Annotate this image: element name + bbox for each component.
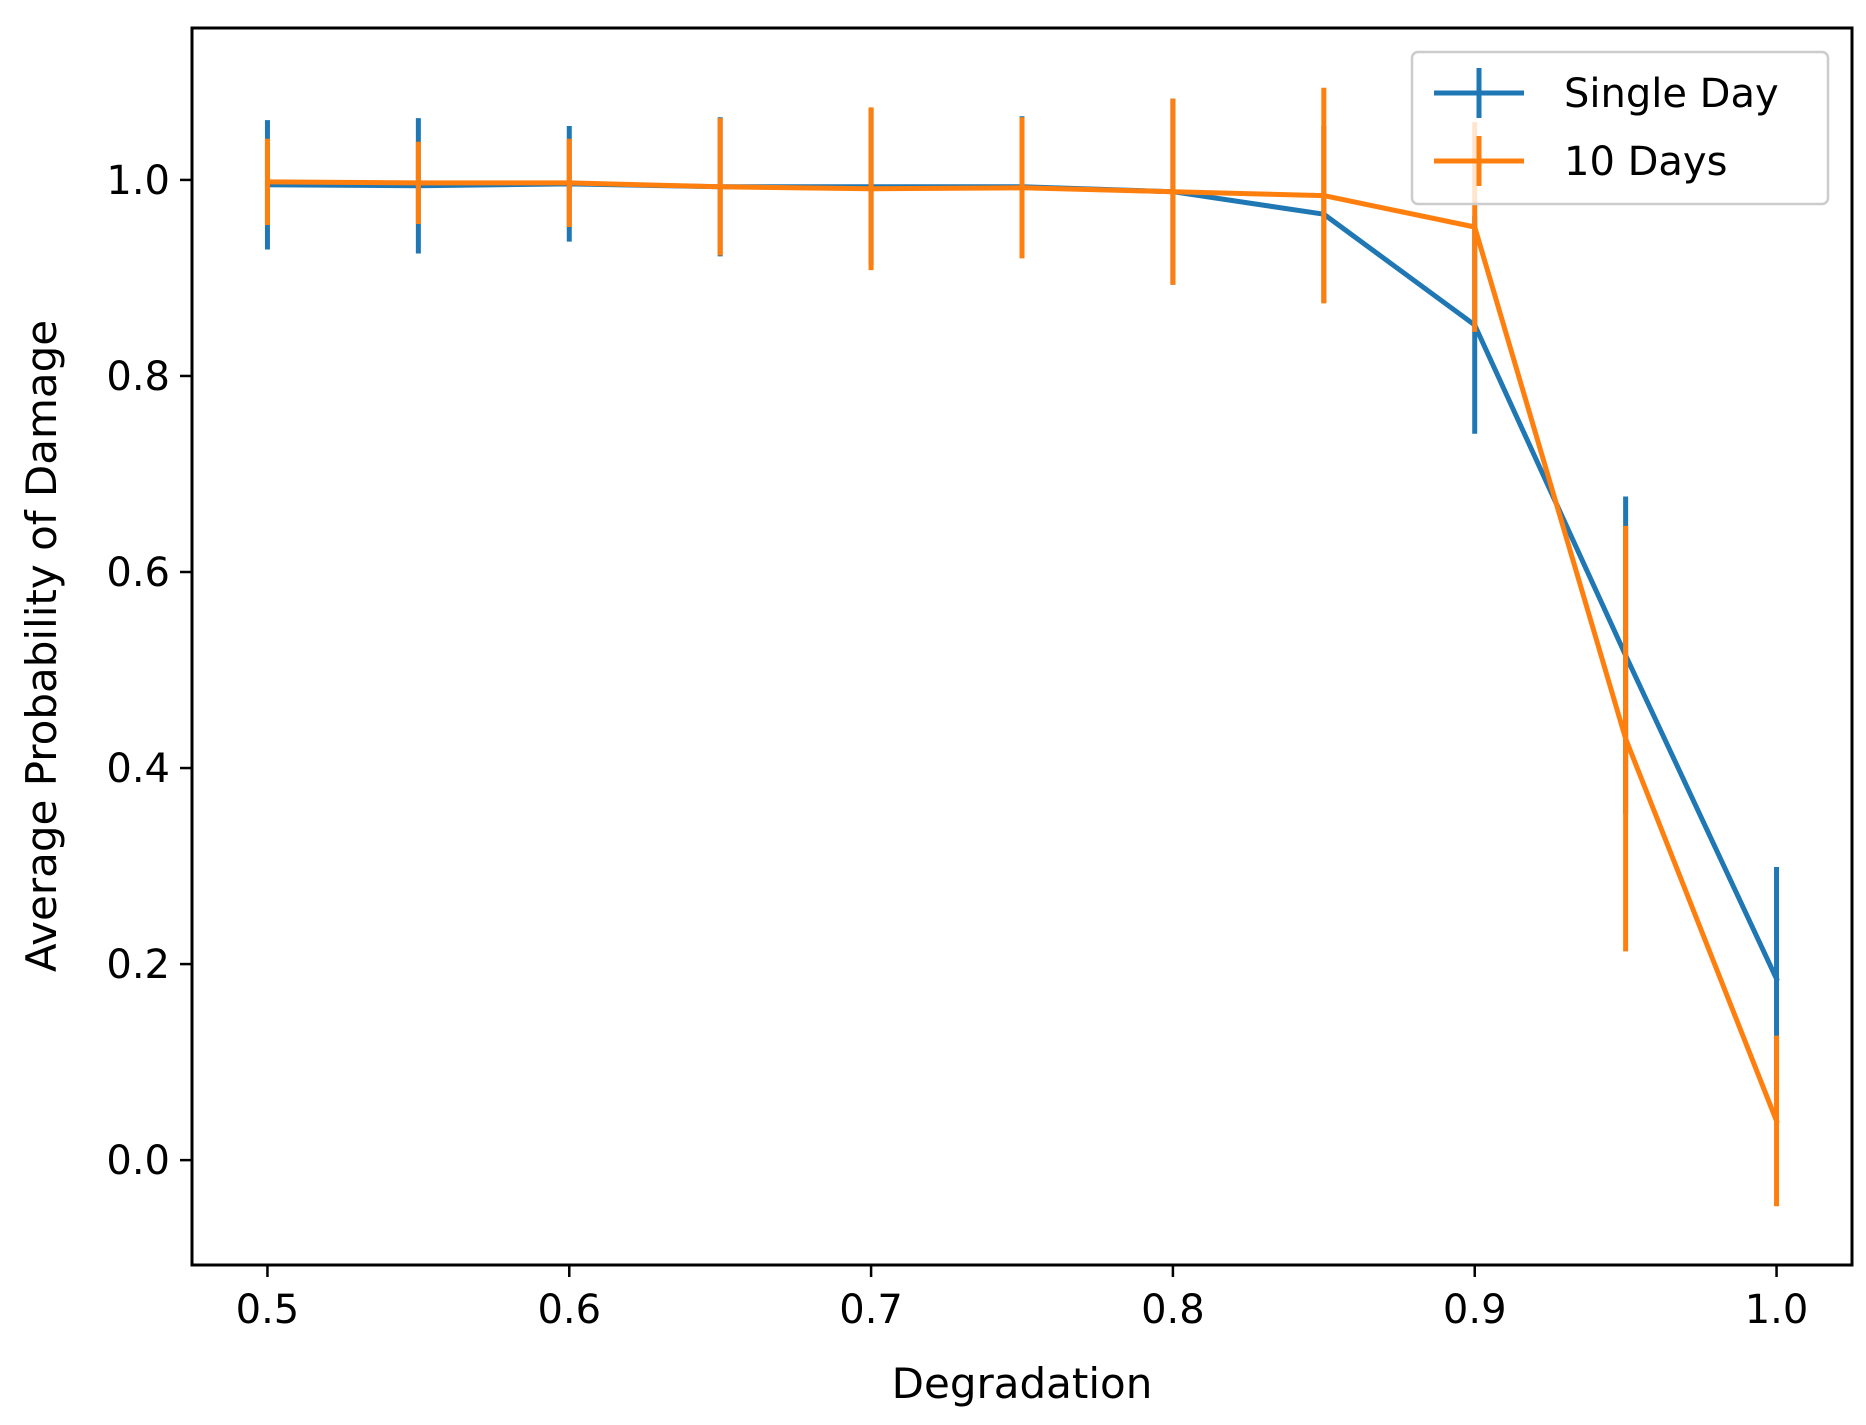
y-tick-label: 0.0 (106, 1138, 170, 1184)
y-axis: 0.0 0.2 0.4 0.6 0.8 1.0 (106, 158, 192, 1184)
x-axis-label: Degradation (892, 1359, 1153, 1408)
series-layer (264, 87, 1780, 1207)
legend-single-day-label: Single Day (1564, 71, 1779, 117)
y-tick-label: 1.0 (106, 158, 170, 204)
x-axis: 0.5 0.6 0.7 0.8 0.9 1.0 (236, 1265, 1809, 1333)
legend: Single Day 10 Days (1410, 50, 1830, 206)
x-tick-label: 0.7 (839, 1287, 903, 1333)
x-tick-label: 0.8 (1141, 1287, 1205, 1333)
y-tick-label: 0.4 (106, 746, 170, 792)
x-tick-label: 0.6 (537, 1287, 601, 1333)
plot-area-frame (190, 26, 1854, 1267)
y-axis-label: Average Probability of Damage (17, 320, 66, 972)
y-tick-label: 0.8 (106, 354, 170, 400)
y-tick-label: 0.6 (106, 550, 170, 596)
x-tick-label: 0.5 (236, 1287, 300, 1333)
legend-box (1410, 50, 1830, 206)
series-10-days (264, 87, 1780, 1207)
x-tick-label: 1.0 (1745, 1287, 1809, 1333)
series-line-10-days (264, 179, 1780, 1125)
x-tick-label: 0.9 (1443, 1287, 1507, 1333)
legend-10-days-label: 10 Days (1564, 139, 1727, 185)
y-tick-label: 0.2 (106, 942, 170, 988)
